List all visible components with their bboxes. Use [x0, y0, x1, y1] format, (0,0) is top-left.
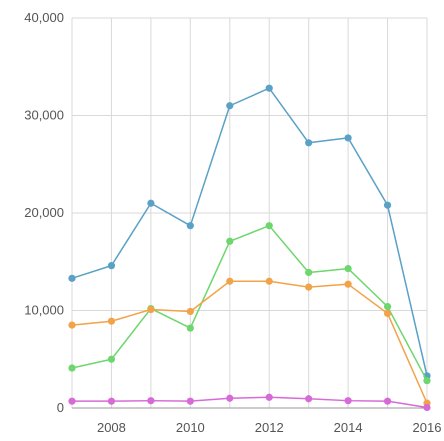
data-point: [147, 200, 154, 207]
data-point: [68, 364, 75, 371]
data-point: [266, 278, 273, 285]
data-point: [384, 202, 391, 209]
y-tick-label: 40,000: [24, 10, 64, 25]
series-1: [68, 85, 430, 380]
data-point: [266, 222, 273, 229]
data-point: [384, 398, 391, 405]
data-point: [305, 269, 312, 276]
data-point: [345, 134, 352, 141]
x-tick-label: 2016: [413, 420, 442, 435]
data-point: [226, 102, 233, 109]
data-point: [108, 318, 115, 325]
data-point: [384, 310, 391, 317]
data-point: [226, 238, 233, 245]
data-point: [266, 85, 273, 92]
data-point: [147, 306, 154, 313]
data-point: [108, 356, 115, 363]
series-line: [72, 88, 427, 376]
data-point: [345, 265, 352, 272]
y-tick-label: 30,000: [24, 108, 64, 123]
y-tick-label: 0: [57, 400, 64, 415]
y-tick-label: 10,000: [24, 303, 64, 318]
series-3: [68, 278, 430, 407]
y-tick-label: 20,000: [24, 205, 64, 220]
data-point: [226, 395, 233, 402]
x-tick-label: 2008: [97, 420, 126, 435]
data-point: [423, 377, 430, 384]
data-point: [68, 398, 75, 405]
data-point: [305, 139, 312, 146]
data-point: [187, 222, 194, 229]
data-point: [68, 322, 75, 329]
data-point: [226, 278, 233, 285]
data-point: [68, 275, 75, 282]
x-tick-label: 2010: [176, 420, 205, 435]
data-point: [147, 397, 154, 404]
series-line: [72, 397, 427, 407]
x-tick-label: 2012: [255, 420, 284, 435]
data-point: [187, 398, 194, 405]
data-point: [345, 281, 352, 288]
data-point: [187, 324, 194, 331]
data-point: [305, 284, 312, 291]
data-point: [305, 395, 312, 402]
data-point: [108, 398, 115, 405]
data-point: [266, 394, 273, 401]
grid: [72, 18, 427, 408]
data-point: [345, 397, 352, 404]
data-point: [187, 308, 194, 315]
data-point: [384, 303, 391, 310]
tick-labels: 0 10,000 20,000 30,000 40,000 2008 2010 2012 201…: [24, 10, 441, 435]
series-group: [68, 85, 430, 412]
x-tick-label: 2014: [334, 420, 363, 435]
data-point: [108, 262, 115, 269]
data-point: [423, 404, 430, 411]
